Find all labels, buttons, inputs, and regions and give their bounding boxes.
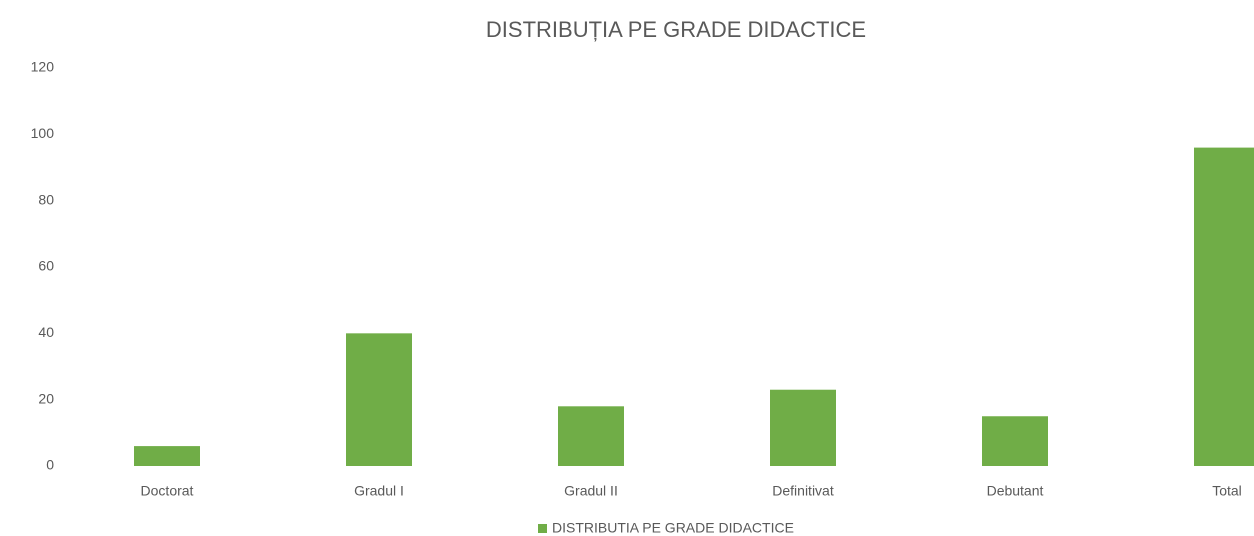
bar bbox=[770, 389, 836, 466]
y-tick-label: 20 bbox=[38, 390, 54, 406]
y-tick-label: 120 bbox=[31, 59, 55, 75]
legend-label: DISTRIBUTIA PE GRADE DIDACTICE bbox=[552, 520, 794, 536]
x-tick-label: Gradul II bbox=[564, 483, 618, 499]
legend-swatch bbox=[538, 524, 547, 533]
x-tick-label: Debutant bbox=[987, 483, 1044, 499]
bar bbox=[134, 446, 200, 466]
chart-title: DISTRIBUȚIA PE GRADE DIDACTICE bbox=[486, 17, 866, 42]
y-tick-label: 60 bbox=[38, 258, 54, 274]
bar bbox=[558, 406, 624, 466]
x-tick-label: Definitivat bbox=[772, 483, 834, 499]
y-tick-label: 80 bbox=[38, 191, 54, 207]
bar bbox=[1194, 147, 1254, 466]
x-tick-label: Doctorat bbox=[141, 483, 194, 499]
y-tick-label: 0 bbox=[46, 457, 54, 473]
bar bbox=[346, 333, 412, 466]
x-tick-label: Gradul I bbox=[354, 483, 404, 499]
y-tick-label: 40 bbox=[38, 324, 54, 340]
bar bbox=[982, 416, 1048, 466]
y-tick-label: 100 bbox=[31, 125, 55, 141]
x-tick-label: Total bbox=[1212, 483, 1242, 499]
